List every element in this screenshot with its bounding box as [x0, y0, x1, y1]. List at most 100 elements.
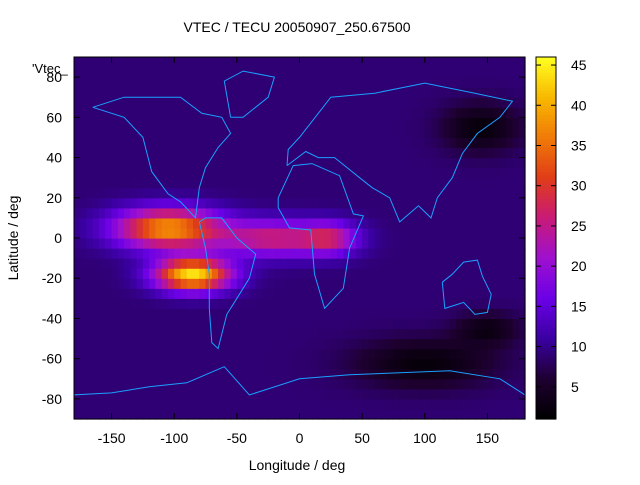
heatmap-cell: [305, 57, 313, 68]
heatmap-cell: [368, 197, 376, 209]
heatmap-cell: [499, 57, 507, 68]
heatmap-cell: [117, 348, 125, 360]
heatmap-cell: [105, 408, 113, 420]
colorbar-segment: [536, 132, 556, 137]
heatmap-cell: [443, 328, 451, 340]
heatmap-cell: [368, 157, 376, 169]
heatmap-cell: [506, 207, 514, 219]
heatmap-cell: [299, 177, 307, 189]
x-tick-label: 0: [296, 430, 304, 446]
heatmap-cell: [236, 248, 244, 259]
heatmap-cell: [412, 338, 420, 350]
heatmap-cell: [86, 238, 94, 249]
heatmap-cell: [305, 358, 313, 370]
heatmap-cell: [512, 197, 520, 209]
heatmap-cell: [324, 308, 332, 320]
heatmap-cell: [337, 338, 344, 350]
heatmap-cell: [293, 348, 301, 360]
heatmap-cell: [355, 77, 363, 88]
heatmap-cell: [305, 348, 313, 360]
heatmap-cell: [380, 268, 388, 279]
heatmap-cell: [493, 187, 501, 199]
heatmap-cell: [80, 187, 88, 199]
heatmap-cell: [92, 107, 100, 118]
heatmap-cell: [136, 87, 144, 98]
heatmap-cell: [337, 248, 344, 259]
heatmap-cell: [418, 358, 426, 370]
heatmap-cell: [330, 378, 338, 390]
heatmap-cell: [117, 388, 125, 400]
heatmap-cell: [449, 368, 457, 380]
heatmap-cell: [130, 227, 138, 239]
heatmap-cell: [130, 127, 138, 139]
heatmap-cell: [161, 258, 169, 269]
heatmap-cell: [474, 388, 482, 400]
heatmap-cell: [481, 408, 489, 420]
heatmap-cell: [431, 288, 438, 299]
heatmap-cell: [149, 157, 157, 169]
heatmap-cell: [161, 97, 169, 108]
heatmap-cell: [518, 187, 526, 199]
heatmap-cell: [305, 87, 313, 98]
heatmap-cell: [330, 308, 338, 320]
heatmap-cell: [387, 67, 395, 78]
heatmap-cell: [92, 77, 100, 88]
heatmap-cell: [211, 278, 219, 289]
heatmap-cell: [218, 248, 225, 259]
heatmap-cell: [111, 207, 119, 219]
heatmap-cell: [193, 167, 200, 179]
heatmap-cell: [167, 258, 175, 269]
heatmap-cell: [487, 318, 495, 330]
heatmap-cell: [218, 107, 225, 118]
heatmap-cell: [418, 338, 426, 350]
heatmap-cell: [286, 328, 294, 340]
heatmap-cell: [130, 288, 138, 299]
heatmap-cell: [518, 137, 526, 149]
heatmap-cell: [211, 338, 219, 350]
heatmap-cell: [230, 338, 238, 350]
heatmap-cell: [518, 147, 526, 159]
heatmap-cell: [493, 238, 501, 249]
heatmap-cell: [399, 97, 407, 108]
colorbar-segment: [536, 126, 556, 130]
heatmap-cell: [167, 87, 175, 98]
heatmap-cell: [387, 137, 395, 149]
heatmap-cell: [512, 238, 520, 249]
heatmap-cell: [274, 227, 282, 239]
heatmap-cell: [399, 77, 407, 88]
heatmap-cell: [330, 358, 338, 370]
heatmap-cell: [149, 298, 157, 309]
heatmap-cell: [418, 97, 426, 108]
heatmap-cell: [124, 238, 131, 249]
heatmap-cell: [230, 368, 238, 380]
heatmap-cell: [293, 67, 301, 78]
colorbar-tick-label: 10: [571, 339, 587, 355]
heatmap-cell: [99, 408, 106, 420]
heatmap-cell: [236, 207, 244, 219]
heatmap-cell: [274, 67, 282, 78]
heatmap-cell: [261, 278, 269, 289]
heatmap-cell: [405, 408, 413, 420]
heatmap-cell: [293, 308, 301, 320]
heatmap-cell: [243, 197, 250, 209]
heatmap-cell: [324, 57, 332, 68]
heatmap-cell: [117, 167, 125, 179]
heatmap-cell: [199, 57, 207, 68]
heatmap-cell: [243, 187, 250, 199]
colorbar-segment: [536, 228, 556, 233]
heatmap-cell: [468, 348, 476, 360]
heatmap-cell: [368, 177, 376, 189]
heatmap-cell: [199, 408, 207, 420]
heatmap-cell: [180, 167, 188, 179]
heatmap-cell: [380, 278, 388, 289]
heatmap-cell: [343, 248, 351, 259]
heatmap-cell: [437, 348, 445, 360]
heatmap-cell: [405, 77, 413, 88]
heatmap-cell: [293, 217, 301, 229]
heatmap-cell: [474, 238, 482, 249]
heatmap-cell: [280, 127, 288, 139]
heatmap-cell: [149, 318, 157, 330]
heatmap-cell: [249, 328, 257, 340]
heatmap-cell: [393, 288, 401, 299]
heatmap-cell: [274, 358, 282, 370]
